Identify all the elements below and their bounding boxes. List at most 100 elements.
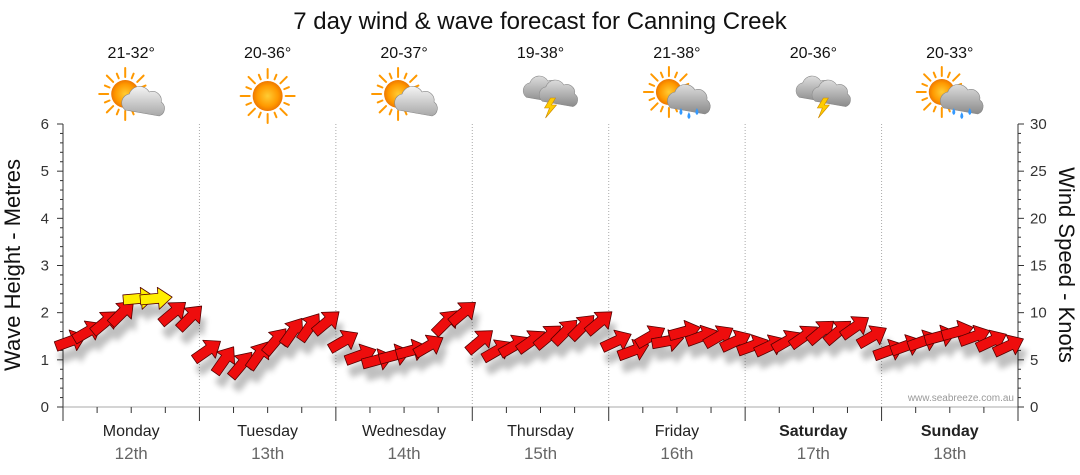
- wind-arrow: [327, 330, 359, 354]
- day-name: Friday: [655, 423, 699, 440]
- sun-ray: [378, 74, 388, 83]
- sun-ray: [115, 72, 120, 80]
- sun-ray: [388, 72, 393, 80]
- day-date: 12th: [115, 444, 148, 463]
- sun-ray: [409, 74, 418, 83]
- wind-arrow: [310, 311, 340, 337]
- cloud-body: [940, 84, 984, 115]
- cloud-body: [538, 79, 578, 107]
- left-tick-label: 5: [41, 163, 49, 180]
- sun-ray: [247, 75, 256, 85]
- thunderstorm-icon: [522, 75, 578, 119]
- sun-ray: [279, 75, 288, 85]
- vertical-gridlines: [63, 124, 1018, 408]
- rain-drop: [960, 112, 964, 119]
- arrow-shape: [210, 346, 236, 377]
- sun-ray: [921, 82, 929, 87]
- rain-drop: [952, 108, 956, 115]
- sun-ray: [388, 108, 393, 116]
- chart-title: 7 day wind & wave forecast for Canning C…: [293, 8, 788, 35]
- arrow-shape: [583, 311, 613, 337]
- sun-ray: [103, 99, 111, 104]
- wind-arrow: [191, 339, 221, 365]
- sun-ray: [952, 73, 961, 82]
- day-column: 21-38° Friday 16th: [642, 45, 711, 463]
- sun-ray: [247, 107, 256, 117]
- sun-ray: [257, 111, 262, 119]
- wind-arrow: [210, 346, 236, 377]
- arrow-shape: [175, 305, 203, 333]
- day-date: 15th: [524, 444, 557, 463]
- right-y-axis: 0 5 10 15 20 25 30: [1017, 116, 1047, 416]
- arrow-shape: [310, 311, 340, 337]
- sun-ray: [273, 111, 278, 119]
- right-tick-label: 30: [1030, 116, 1047, 133]
- right-tick-label: 10: [1030, 305, 1047, 322]
- wind-arrow: [991, 334, 1024, 358]
- rain-drop: [968, 108, 972, 115]
- sun-ray: [679, 73, 688, 82]
- day-name: Sunday: [921, 423, 979, 440]
- partly-cloudy-sun-icon: [98, 67, 165, 121]
- day-temperature: 20-36°: [790, 45, 837, 62]
- wind-arrow: [464, 330, 493, 356]
- sun-cloud-rain-icon: [915, 66, 984, 119]
- day-temperature: 21-32°: [108, 45, 155, 62]
- wind-arrow: [839, 316, 869, 341]
- right-tick-label: 20: [1030, 210, 1047, 227]
- sun-ray: [245, 86, 253, 91]
- arrow-shape: [839, 316, 869, 341]
- left-tick-label: 2: [41, 305, 49, 322]
- sun-ray: [403, 72, 408, 80]
- rain-drop: [679, 108, 683, 115]
- sun-cloud-rain-icon: [642, 66, 711, 119]
- cloud-body: [811, 79, 851, 107]
- day-temperature: 20-36°: [244, 45, 291, 62]
- day-column: 20-33° Sunday 18th: [915, 45, 984, 463]
- right-tick-label: 15: [1030, 258, 1047, 275]
- wind-arrow: [447, 301, 476, 328]
- sun-ray: [105, 105, 115, 114]
- sun-ray: [932, 71, 937, 79]
- day-name: Monday: [103, 423, 160, 440]
- arrow-shape: [139, 286, 173, 310]
- cloud-shape: [667, 84, 711, 115]
- arrow-shape: [327, 330, 359, 354]
- sun-ray: [648, 97, 656, 102]
- thunderstorm-icon: [795, 75, 851, 119]
- wind-arrow: [175, 305, 203, 333]
- left-tick-label: 6: [41, 116, 49, 133]
- arrow-shape: [464, 330, 493, 356]
- right-tick-label: 0: [1030, 399, 1038, 416]
- sun-disc: [252, 81, 283, 111]
- day-column: 20-36° Saturday 17th: [779, 45, 851, 463]
- day-temperature: 20-37°: [380, 45, 427, 62]
- sun-shape: [239, 68, 296, 124]
- sun-ray: [105, 74, 115, 83]
- sun-ray: [279, 107, 288, 117]
- sun-ray: [659, 71, 664, 79]
- sun-ray: [245, 101, 253, 106]
- day-column: 21-32° Monday 12th: [98, 45, 165, 463]
- day-column: 20-37° Wednesday 14th: [362, 45, 446, 463]
- left-tick-label: 0: [41, 399, 49, 416]
- day-columns: 21-32° Monday 12th 20-36° Tuesday 13th 20-37° W…: [98, 45, 984, 463]
- sun-ray: [103, 84, 111, 89]
- sunny-icon: [239, 68, 296, 124]
- cloud-shape: [121, 86, 165, 117]
- x-axis: [62, 407, 1019, 421]
- cloud-shape: [538, 79, 578, 107]
- sun-ray: [923, 73, 932, 82]
- sun-ray: [674, 71, 678, 79]
- day-temperature: 21-38°: [653, 45, 700, 62]
- sun-ray: [923, 102, 932, 111]
- rain-drop: [695, 108, 699, 115]
- sun-ray: [257, 73, 262, 81]
- arrow-shape: [106, 300, 134, 328]
- sun-ray: [273, 73, 278, 81]
- wind-arrow: [139, 286, 173, 310]
- day-name: Wednesday: [362, 423, 446, 440]
- day-temperature: 19-38°: [517, 45, 564, 62]
- wind-arrow: [412, 334, 444, 359]
- day-date: 17th: [797, 444, 830, 463]
